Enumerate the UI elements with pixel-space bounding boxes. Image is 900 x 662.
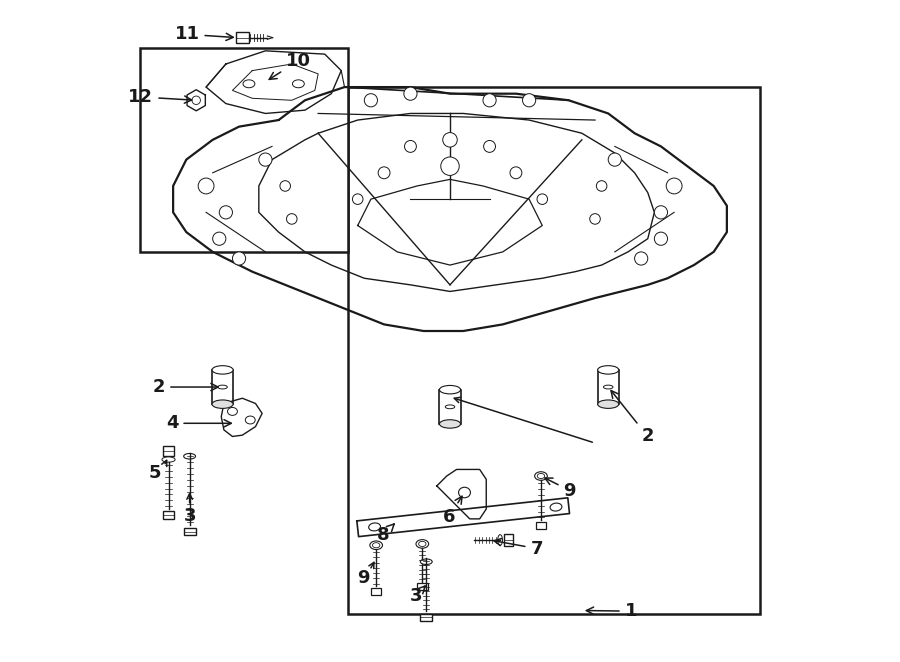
Ellipse shape — [370, 541, 382, 549]
Ellipse shape — [439, 420, 461, 428]
Text: 1: 1 — [586, 602, 637, 620]
Ellipse shape — [212, 365, 233, 374]
Bar — [163, 446, 174, 455]
Text: 12: 12 — [129, 88, 192, 106]
Text: 9: 9 — [545, 478, 576, 500]
Bar — [184, 528, 195, 536]
Ellipse shape — [353, 194, 363, 205]
Ellipse shape — [483, 94, 496, 107]
Ellipse shape — [286, 214, 297, 224]
Text: 11: 11 — [175, 25, 233, 43]
Ellipse shape — [280, 181, 291, 191]
Ellipse shape — [523, 94, 536, 107]
Text: 2: 2 — [611, 391, 654, 446]
Ellipse shape — [292, 80, 304, 88]
Ellipse shape — [654, 206, 668, 219]
Text: 3: 3 — [410, 586, 425, 605]
Ellipse shape — [404, 87, 417, 100]
Ellipse shape — [228, 408, 238, 415]
Ellipse shape — [378, 167, 390, 179]
Bar — [163, 512, 174, 519]
Ellipse shape — [373, 543, 380, 548]
Text: 2: 2 — [153, 378, 218, 396]
Ellipse shape — [259, 153, 272, 166]
Ellipse shape — [598, 400, 619, 408]
Ellipse shape — [441, 157, 459, 175]
Bar — [598, 370, 619, 404]
Ellipse shape — [608, 153, 621, 166]
Bar — [504, 534, 513, 546]
Ellipse shape — [654, 232, 668, 246]
Bar — [140, 48, 347, 252]
Text: 7: 7 — [494, 538, 543, 557]
Ellipse shape — [212, 400, 233, 408]
Ellipse shape — [590, 214, 600, 224]
Ellipse shape — [162, 457, 176, 462]
Ellipse shape — [483, 140, 496, 152]
Ellipse shape — [192, 96, 201, 105]
Ellipse shape — [498, 535, 502, 545]
Ellipse shape — [418, 542, 426, 547]
Ellipse shape — [198, 178, 214, 194]
Ellipse shape — [184, 453, 195, 459]
Ellipse shape — [535, 472, 547, 481]
Ellipse shape — [243, 80, 255, 88]
Ellipse shape — [416, 540, 428, 548]
Ellipse shape — [364, 94, 377, 107]
Bar — [420, 614, 432, 621]
Bar — [536, 522, 546, 529]
Ellipse shape — [459, 487, 471, 498]
Ellipse shape — [443, 132, 457, 147]
Text: 5: 5 — [148, 464, 161, 482]
Ellipse shape — [439, 385, 461, 394]
Text: 4: 4 — [166, 414, 231, 432]
Ellipse shape — [369, 523, 381, 531]
Text: 6: 6 — [443, 496, 462, 526]
Ellipse shape — [212, 232, 226, 246]
Bar — [236, 32, 249, 43]
Text: 8: 8 — [376, 524, 394, 544]
Ellipse shape — [446, 405, 454, 408]
Ellipse shape — [220, 206, 232, 219]
Bar — [439, 390, 461, 424]
Ellipse shape — [634, 252, 648, 265]
Ellipse shape — [404, 140, 417, 152]
Ellipse shape — [510, 167, 522, 179]
Ellipse shape — [597, 181, 607, 191]
Ellipse shape — [218, 385, 228, 389]
Text: 10: 10 — [269, 52, 310, 79]
Ellipse shape — [246, 416, 256, 424]
Ellipse shape — [598, 365, 619, 374]
Ellipse shape — [604, 385, 613, 389]
Ellipse shape — [420, 559, 432, 565]
Ellipse shape — [232, 252, 246, 265]
Ellipse shape — [666, 178, 682, 194]
Bar — [417, 583, 428, 590]
Text: 9: 9 — [356, 569, 369, 587]
Text: 3: 3 — [184, 506, 196, 524]
Ellipse shape — [550, 503, 562, 511]
Bar — [212, 370, 233, 404]
Bar — [347, 87, 760, 614]
Ellipse shape — [537, 194, 547, 205]
Ellipse shape — [537, 473, 544, 479]
Bar — [371, 588, 382, 594]
